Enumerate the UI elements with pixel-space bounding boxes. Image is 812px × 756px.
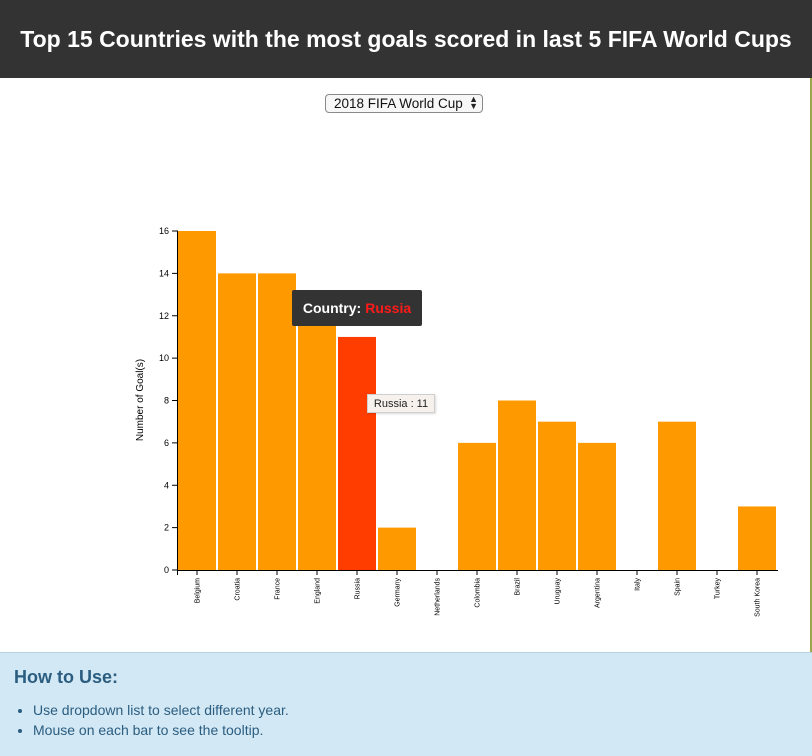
y-tick-label: 16 [159, 226, 169, 236]
bar-croatia[interactable] [218, 273, 256, 570]
bar-chart: Belgium Croatia France England Russia Germany… [135, 226, 778, 617]
page-title: Top 15 Countries with the most goals sco… [20, 25, 792, 52]
bar-france[interactable] [258, 273, 296, 570]
bar-colombia[interactable] [458, 442, 496, 570]
how-to-item: Mouse on each bar to see the tooltip. [33, 720, 798, 740]
y-tick-label: 8 [164, 396, 169, 406]
page-edge-divider [810, 78, 812, 652]
y-tick-label: 4 [164, 480, 169, 490]
x-tick-label: Spain [675, 578, 682, 596]
x-tick-label: England [315, 578, 322, 604]
x-tick-label: Russia [355, 578, 362, 600]
year-select[interactable]: 2018 FIFA World Cup ▲ ▼ [325, 94, 483, 113]
tooltip-country-value: Russia [365, 300, 412, 316]
y-tick-label: 14 [159, 268, 169, 278]
select-arrows-icon: ▲ ▼ [469, 94, 478, 111]
x-tick-label: Belgium [195, 578, 202, 603]
x-tick-label: Argentina [595, 578, 602, 608]
y-tick-label: 6 [164, 438, 169, 448]
y-tick-label: 0 [164, 565, 169, 575]
bar-brazil[interactable] [498, 400, 536, 571]
x-tick-label: Brazil [515, 578, 522, 596]
bars-layer [178, 231, 776, 570]
y-tick-label: 10 [159, 353, 169, 363]
hover-tooltip: Russia : 11 [367, 394, 435, 413]
x-tick-label: Colombia [475, 578, 482, 608]
x-tick-label: Netherlands [435, 578, 442, 616]
bar-germany[interactable] [378, 527, 416, 570]
year-select-value: 2018 FIFA World Cup [334, 96, 463, 111]
bar-england[interactable] [298, 315, 336, 570]
y-tick-label: 12 [159, 311, 169, 321]
bar-south-korea[interactable] [738, 506, 776, 570]
axes-layer: Belgium Croatia France England Russia Germany… [159, 226, 778, 617]
bar-argentina[interactable] [578, 442, 616, 570]
how-to-item: Use dropdown list to select different ye… [33, 700, 798, 720]
x-tick-label: France [275, 578, 282, 600]
page-header: Top 15 Countries with the most goals sco… [0, 0, 812, 78]
x-tick-label: Uruguay [555, 578, 562, 605]
bar-uruguay[interactable] [538, 421, 576, 570]
x-tick-label: Italy [635, 578, 642, 591]
y-tick-label: 2 [164, 523, 169, 533]
y-axis-label: Number of Goal(s) [135, 359, 146, 441]
how-to-list: Use dropdown list to select different ye… [14, 700, 798, 740]
x-tick-label: Germany [395, 578, 402, 607]
x-tick-label: Turkey [715, 578, 722, 600]
x-tick-label: South Korea [755, 578, 762, 617]
bar-russia[interactable] [338, 336, 376, 570]
how-to-use-panel: How to Use: Use dropdown list to select … [0, 652, 812, 756]
how-to-title: How to Use: [14, 667, 119, 687]
country-tooltip: Country: Russia [292, 290, 422, 326]
bar-spain[interactable] [658, 421, 696, 570]
bar-belgium[interactable] [178, 231, 216, 570]
x-tick-label: Croatia [235, 578, 242, 601]
tooltip-country-label: Country: [302, 300, 362, 316]
